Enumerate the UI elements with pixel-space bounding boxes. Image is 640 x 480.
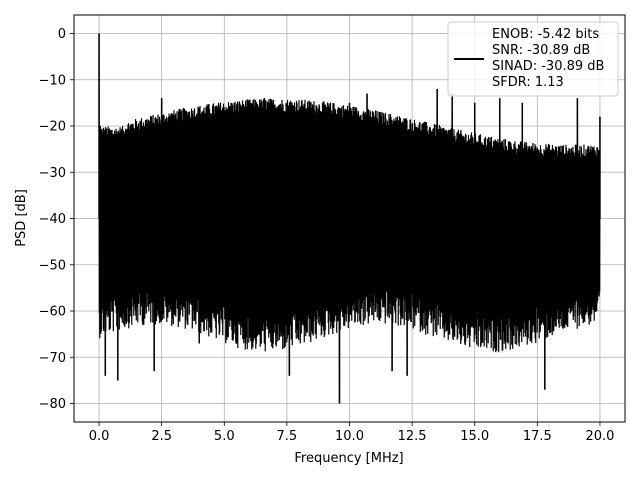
legend-line-3: SINAD: -30.89 dB — [492, 59, 604, 74]
x-tick-label: 12.5 — [398, 429, 427, 444]
y-tick-label: −80 — [39, 397, 66, 412]
legend-line-4: SFDR: 1.13 — [492, 75, 564, 90]
x-tick-label: 0.0 — [89, 429, 110, 444]
psd-series — [98, 33, 601, 404]
y-tick-label: −10 — [39, 73, 66, 88]
y-tick-label: −20 — [39, 120, 66, 135]
y-tick-label: −40 — [39, 212, 66, 227]
y-tick-label: −30 — [39, 166, 66, 181]
y-tick-label: −50 — [39, 258, 66, 273]
y-axis-ticks: 0 −10 −20 −30 −40 −50 −60 −70 −80 — [39, 27, 74, 412]
x-axis-ticks: 0.0 2.5 5.0 7.5 10.0 12.5 15.0 17.5 20.0 — [89, 422, 614, 444]
legend-line-1: ENOB: -5.42 bits — [492, 27, 599, 42]
x-tick-label: 20.0 — [585, 429, 614, 444]
legend: ENOB: -5.42 bits SNR: -30.89 dB SINAD: -… — [447, 21, 619, 97]
y-axis-label: PSD [dB] — [14, 189, 29, 247]
y-tick-label: 0 — [58, 27, 66, 42]
legend-box — [447, 21, 619, 97]
x-tick-label: 15.0 — [460, 429, 489, 444]
x-tick-label: 7.5 — [277, 429, 298, 444]
legend-line-2: SNR: -30.89 dB — [492, 43, 590, 58]
x-tick-label: 2.5 — [151, 429, 172, 444]
y-tick-label: −70 — [39, 351, 66, 366]
x-tick-label: 17.5 — [523, 429, 552, 444]
x-tick-label: 5.0 — [214, 429, 235, 444]
y-tick-label: −60 — [39, 305, 66, 320]
x-tick-label: 10.0 — [335, 429, 364, 444]
x-axis-label: Frequency [MHz] — [294, 451, 403, 466]
